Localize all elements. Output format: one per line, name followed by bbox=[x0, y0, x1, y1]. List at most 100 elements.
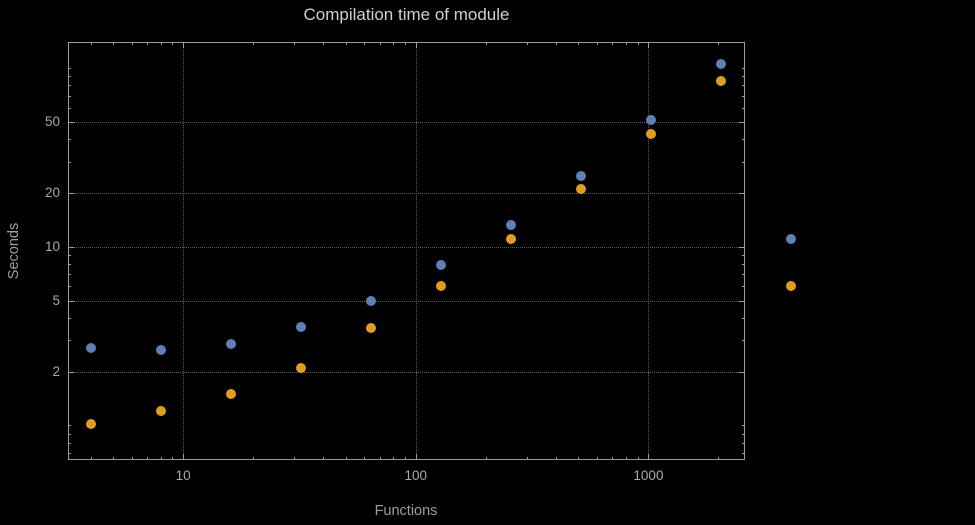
y-tick-mark bbox=[742, 107, 745, 109]
y-tick-mark bbox=[742, 95, 745, 97]
x-tick-mark bbox=[625, 457, 627, 460]
data-point bbox=[225, 339, 236, 350]
x-tick-mark bbox=[485, 457, 487, 460]
x-tick-mark bbox=[526, 457, 528, 460]
data-point bbox=[85, 343, 96, 354]
y-tick-mark bbox=[68, 85, 71, 87]
y-tick-label: 2 bbox=[52, 363, 60, 379]
x-tick-mark bbox=[160, 457, 162, 460]
x-tick-mark bbox=[578, 42, 580, 45]
x-tick-mark bbox=[294, 42, 296, 45]
plot-frame bbox=[68, 42, 745, 460]
x-tick-mark bbox=[637, 457, 639, 460]
x-tick-mark bbox=[637, 42, 639, 45]
data-point bbox=[85, 418, 96, 429]
x-tick-mark bbox=[90, 457, 92, 460]
data-point bbox=[575, 170, 586, 181]
data-point bbox=[645, 115, 656, 126]
y-tick-mark bbox=[739, 371, 745, 373]
y-tick-mark bbox=[68, 76, 71, 78]
grid-line-horizontal bbox=[68, 246, 745, 248]
x-tick-mark bbox=[323, 42, 325, 45]
y-tick-mark bbox=[68, 274, 71, 276]
data-point bbox=[575, 184, 586, 195]
data-point bbox=[155, 406, 166, 417]
x-tick-mark bbox=[555, 457, 557, 460]
grid-line-horizontal bbox=[68, 300, 745, 302]
x-tick-mark bbox=[415, 42, 417, 48]
x-tick-mark bbox=[578, 457, 580, 460]
x-tick-mark bbox=[113, 457, 115, 460]
chart-title: Compilation time of module bbox=[303, 5, 510, 24]
grid-line-vertical bbox=[648, 42, 650, 460]
y-tick-mark bbox=[68, 246, 74, 248]
y-tick-mark bbox=[742, 274, 745, 276]
x-tick-mark bbox=[485, 42, 487, 45]
y-tick-mark bbox=[742, 433, 745, 435]
x-tick-mark bbox=[596, 42, 598, 45]
x-tick-mark bbox=[526, 42, 528, 45]
grid-line-vertical bbox=[415, 42, 417, 460]
y-tick-mark bbox=[742, 442, 745, 444]
x-tick-mark bbox=[323, 457, 325, 460]
x-tick-mark bbox=[555, 42, 557, 45]
x-tick-mark bbox=[113, 42, 115, 45]
y-tick-mark bbox=[742, 68, 745, 70]
y-tick-mark bbox=[68, 300, 74, 302]
data-point bbox=[225, 388, 236, 399]
x-tick-mark bbox=[415, 454, 417, 460]
x-tick-mark bbox=[131, 457, 133, 460]
data-point bbox=[435, 281, 446, 292]
x-tick-mark bbox=[648, 454, 650, 460]
y-tick-mark bbox=[68, 433, 71, 435]
y-tick-mark bbox=[739, 246, 745, 248]
x-tick-mark bbox=[253, 457, 255, 460]
x-tick-mark bbox=[393, 457, 395, 460]
x-tick-mark bbox=[147, 457, 149, 460]
x-tick-mark bbox=[364, 457, 366, 460]
x-tick-mark bbox=[172, 457, 174, 460]
y-tick-mark bbox=[742, 139, 745, 141]
y-tick-mark bbox=[68, 139, 71, 141]
x-tick-mark bbox=[253, 42, 255, 45]
y-tick-mark bbox=[742, 286, 745, 288]
data-point bbox=[505, 233, 516, 244]
y-tick-label: 10 bbox=[44, 238, 60, 254]
x-tick-mark bbox=[345, 42, 347, 45]
y-tick-mark bbox=[68, 254, 71, 256]
data-point bbox=[645, 128, 656, 139]
x-tick-mark bbox=[625, 42, 627, 45]
y-tick-mark bbox=[739, 121, 745, 123]
x-tick-mark bbox=[131, 42, 133, 45]
y-tick-mark bbox=[68, 107, 71, 109]
y-tick-mark bbox=[742, 317, 745, 319]
y-tick-mark bbox=[68, 371, 74, 373]
x-tick-mark bbox=[364, 42, 366, 45]
y-tick-mark bbox=[742, 340, 745, 342]
data-point bbox=[295, 322, 306, 333]
y-tick-mark bbox=[68, 442, 71, 444]
grid-line-horizontal bbox=[68, 192, 745, 194]
data-point bbox=[505, 220, 516, 231]
y-tick-mark bbox=[742, 161, 745, 163]
y-tick-mark bbox=[68, 161, 71, 163]
y-tick-mark bbox=[68, 121, 74, 123]
x-tick-mark bbox=[718, 457, 720, 460]
y-tick-mark bbox=[742, 264, 745, 266]
y-tick-mark bbox=[68, 286, 71, 288]
x-tick-mark bbox=[718, 42, 720, 45]
data-point bbox=[365, 295, 376, 306]
y-tick-mark bbox=[68, 68, 71, 70]
x-tick-mark bbox=[294, 457, 296, 460]
x-tick-mark bbox=[612, 42, 614, 45]
y-tick-mark bbox=[742, 254, 745, 256]
x-tick-mark bbox=[405, 42, 407, 45]
y-tick-mark bbox=[68, 95, 71, 97]
data-point bbox=[785, 281, 796, 292]
x-tick-mark bbox=[612, 457, 614, 460]
x-tick-mark bbox=[379, 42, 381, 45]
x-tick-mark bbox=[345, 457, 347, 460]
y-tick-mark bbox=[68, 192, 74, 194]
x-tick-mark bbox=[648, 42, 650, 48]
